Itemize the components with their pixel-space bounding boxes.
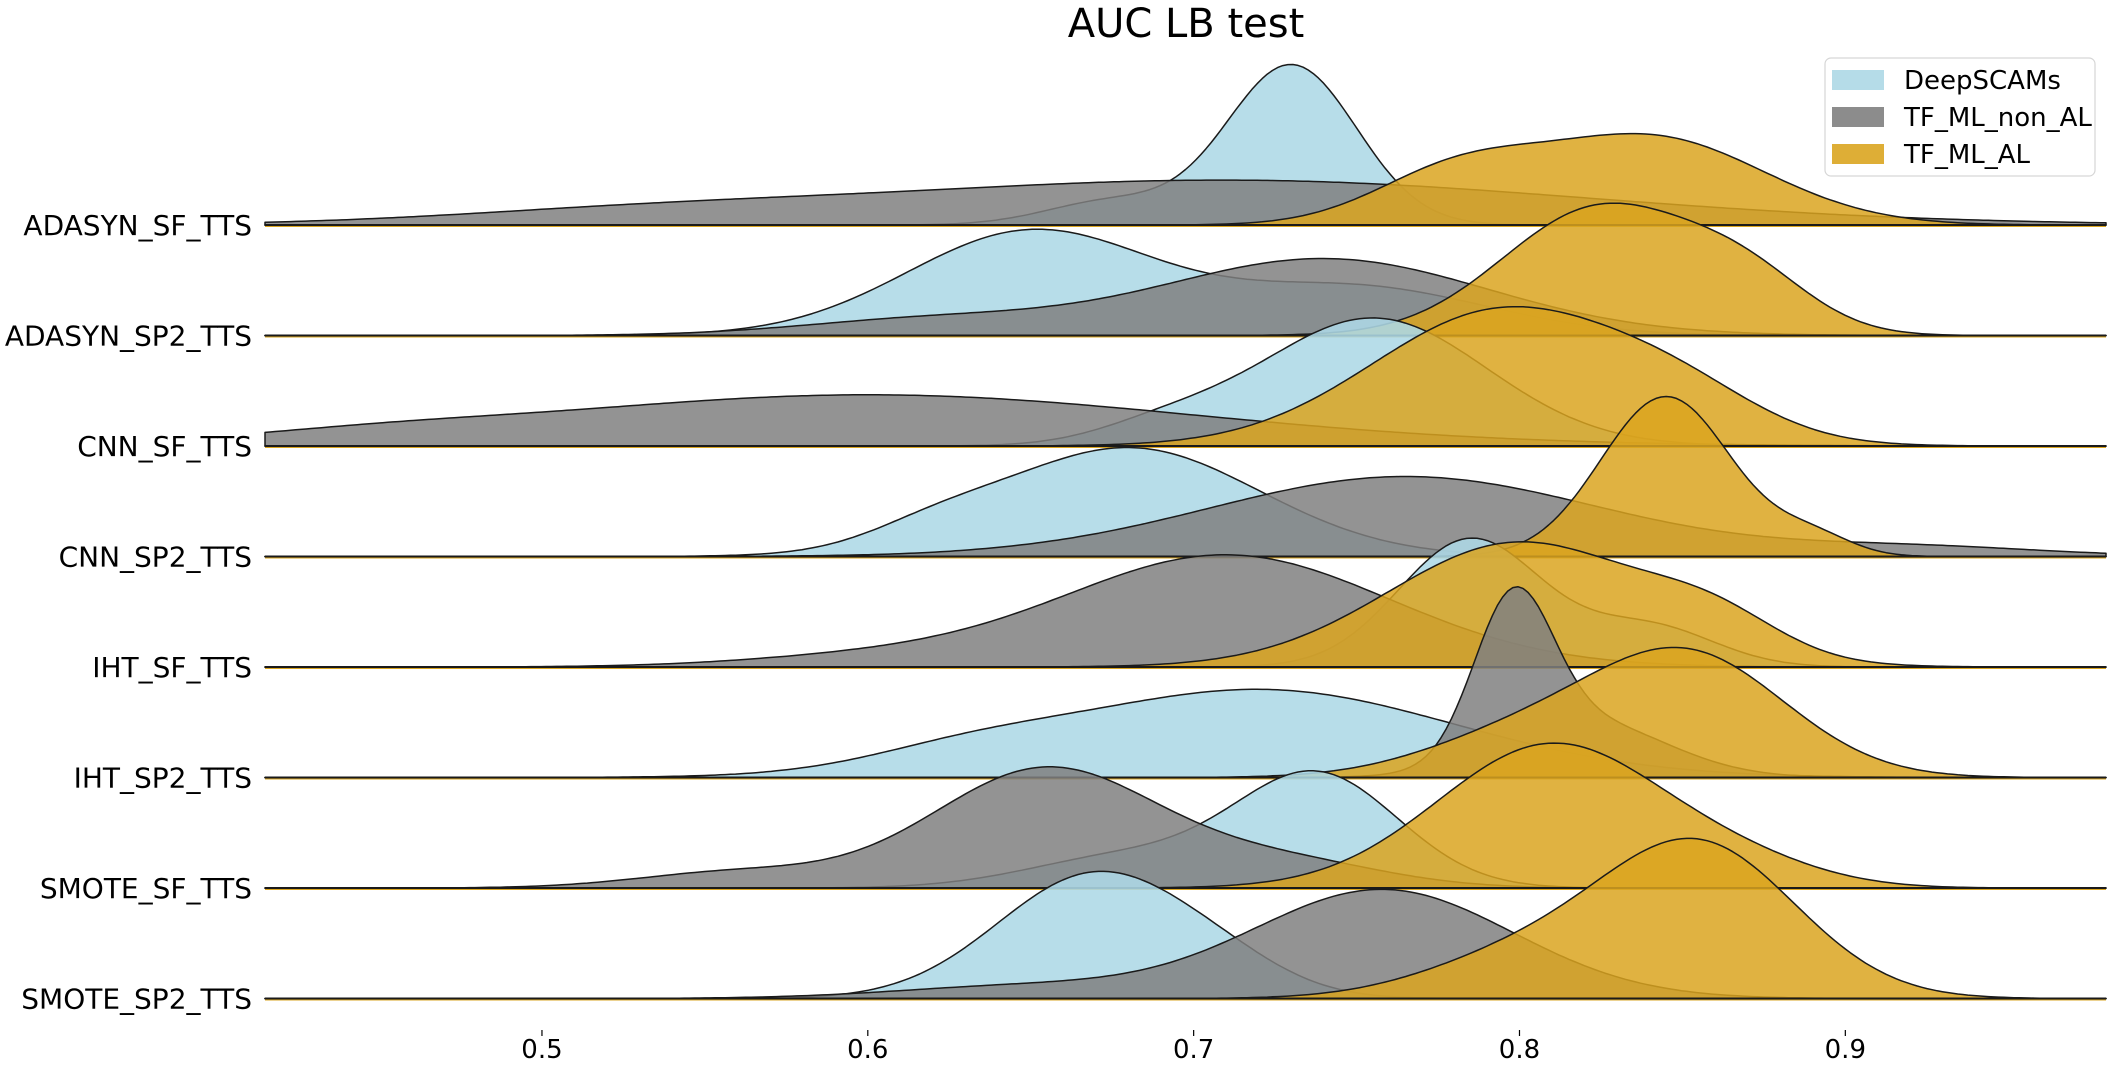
- ridge-ADASYN_SF_TTS: ADASYN_SF_TTS: [23, 63, 2107, 242]
- legend-label: TF_ML_non_AL: [1903, 103, 2092, 133]
- chart-title: AUC LB test: [1068, 1, 1305, 47]
- ridge-IHT_SP2_TTS: IHT_SP2_TTS: [74, 585, 2107, 795]
- legend-swatch-DeepSCAMs: [1832, 70, 1884, 90]
- category-label: IHT_SF_TTS: [92, 651, 252, 684]
- ridge-CNN_SP2_TTS: CNN_SP2_TTS: [59, 395, 2107, 574]
- legend: DeepSCAMs TF_ML_non_AL TF_ML_AL: [1824, 57, 2096, 177]
- x-tick-label: 0.5: [521, 1035, 562, 1065]
- legend-label: TF_ML_AL: [1903, 140, 2031, 170]
- category-label: CNN_SF_TTS: [77, 430, 252, 463]
- ridge-SMOTE_SP2_TTS: SMOTE_SP2_TTS: [21, 837, 2107, 1016]
- ridge-IHT_SF_TTS: IHT_SF_TTS: [92, 537, 2107, 684]
- density-TF_ML_non_AL-SMOTE_SF_TTS: [264, 766, 2107, 889]
- legend-swatch-TF_ML_non_AL: [1832, 107, 1884, 127]
- category-label: SMOTE_SF_TTS: [40, 872, 252, 905]
- legend-swatch-TF_ML_AL: [1832, 144, 1884, 164]
- category-label: SMOTE_SP2_TTS: [21, 983, 252, 1016]
- ridges-group: ADASYN_SF_TTS ADASYN_SP2_TTS CNN_SF_TTS CNN…: [5, 63, 2107, 1016]
- x-tick-label: 0.8: [1499, 1035, 1540, 1065]
- category-label: ADASYN_SP2_TTS: [5, 320, 252, 353]
- legend-frame: [1824, 57, 2096, 177]
- category-label: CNN_SP2_TTS: [59, 541, 252, 574]
- x-tick-label: 0.9: [1825, 1035, 1866, 1065]
- legend-label: DeepSCAMs: [1904, 66, 2061, 96]
- x-axis: 0.5 0.6 0.7 0.8 0.9: [521, 1030, 1866, 1065]
- density-TF_ML_non_AL-IHT_SF_TTS: [264, 554, 2107, 668]
- category-label: ADASYN_SF_TTS: [23, 209, 252, 242]
- x-tick-label: 0.6: [847, 1035, 888, 1065]
- category-label: IHT_SP2_TTS: [74, 762, 252, 795]
- ridge-ADASYN_SP2_TTS: ADASYN_SP2_TTS: [5, 202, 2107, 353]
- x-tick-label: 0.7: [1173, 1035, 1214, 1065]
